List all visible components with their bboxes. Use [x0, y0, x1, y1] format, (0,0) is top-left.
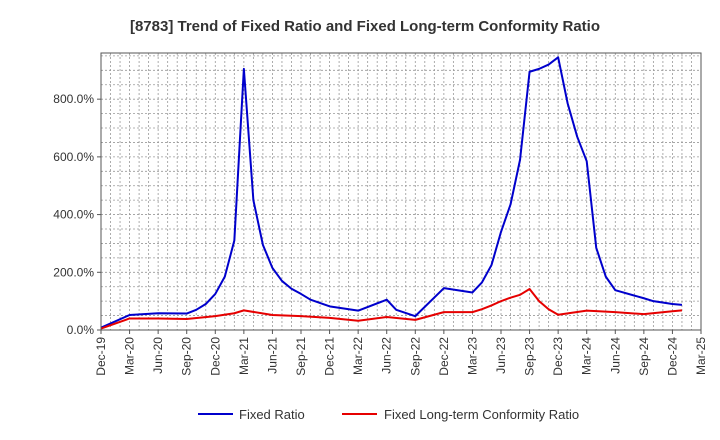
x-tick-label: Jun-22	[380, 337, 394, 374]
x-tick-label: Jun-20	[151, 337, 165, 374]
series-line-fixed-long-term-conformity-ratio	[100, 288, 683, 330]
legend-label-fixed-long-term-conformity-ratio: Fixed Long-term Conformity Ratio	[384, 407, 579, 422]
legend: Fixed Ratio Fixed Long-term Conformity R…	[198, 407, 579, 422]
x-tick-label: Sep-20	[180, 337, 194, 376]
plot-area-frame	[100, 52, 702, 331]
chart-title: [8783] Trend of Fixed Ratio and Fixed Lo…	[130, 18, 600, 35]
x-tick-label: Mar-20	[123, 337, 137, 375]
x-tick-label: Jun-23	[494, 337, 508, 374]
x-tick-label: Jun-24	[608, 337, 622, 374]
y-tick-label: 800.0%	[53, 92, 94, 106]
x-tick-label: Dec-22	[437, 337, 451, 376]
x-tick-label: Dec-20	[208, 337, 222, 376]
x-tick-label: Dec-24	[665, 337, 679, 376]
x-tick-label: Sep-22	[408, 337, 422, 376]
legend-label-fixed-ratio: Fixed Ratio	[239, 407, 305, 422]
x-tick-label: Sep-21	[294, 337, 308, 376]
x-tick-label: Mar-25	[694, 337, 708, 375]
x-tick-label: Mar-23	[465, 337, 479, 375]
x-tick-label: Mar-21	[237, 337, 251, 375]
y-axis-ticks: 0.0% 200.0% 400.0% 600.0% 800.0%	[53, 92, 101, 337]
x-tick-label: Mar-24	[580, 337, 594, 375]
x-tick-label: Dec-19	[94, 337, 108, 376]
y-tick-label: 0.0%	[67, 323, 95, 337]
y-tick-label: 600.0%	[53, 150, 94, 164]
x-axis-ticks: Dec-19 Mar-20 Jun-20 Sep-20 Dec-20 Mar-21 Jun-…	[94, 330, 708, 376]
series-line-fixed-ratio	[100, 56, 683, 329]
grid	[101, 53, 701, 330]
x-tick-label: Sep-24	[637, 337, 651, 376]
x-tick-label: Sep-23	[523, 337, 537, 376]
x-tick-label: Jun-21	[265, 337, 279, 374]
x-tick-label: Dec-23	[551, 337, 565, 376]
x-tick-label: Dec-21	[323, 337, 337, 376]
y-tick-label: 200.0%	[53, 265, 94, 279]
y-tick-label: 400.0%	[53, 208, 94, 222]
series-lines	[100, 56, 683, 330]
x-tick-label: Mar-22	[351, 337, 365, 375]
